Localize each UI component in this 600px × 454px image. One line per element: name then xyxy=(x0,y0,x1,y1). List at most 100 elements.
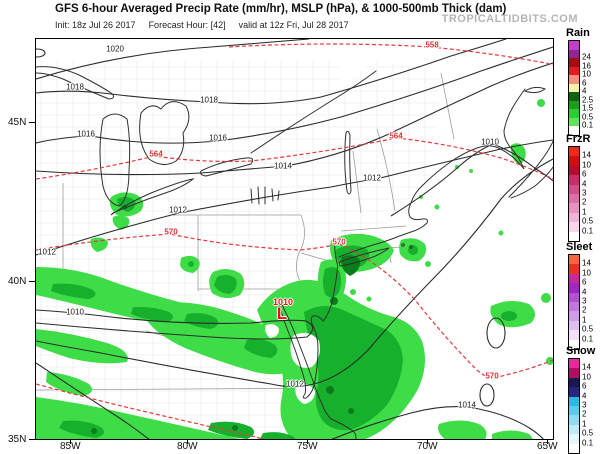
legend-color-segment xyxy=(569,49,579,59)
legend-color-segment xyxy=(569,147,579,157)
legend-color-segment xyxy=(569,75,579,84)
legend-value: 2 xyxy=(582,305,587,315)
thickness-contours xyxy=(36,43,553,439)
legend-value: 2 xyxy=(582,197,587,207)
legend-color-segment xyxy=(569,109,579,118)
legend-color-segment xyxy=(569,424,579,435)
legend-value: 14 xyxy=(582,258,591,268)
legend-color-segment xyxy=(569,255,579,265)
legend-group-frzr: FrzR 14 10 6 4 3 2 1 0.5 0.1 xyxy=(556,133,600,242)
legend-value: 1 xyxy=(582,419,587,429)
legend-color-segment xyxy=(569,405,579,416)
valid-time: valid at 12z Fri, Jul 28 2017 xyxy=(238,20,349,30)
legend-color-segment xyxy=(569,184,579,194)
legend-color-segment xyxy=(569,58,579,67)
legend-title: Sleet xyxy=(566,241,593,253)
legend-colorbar xyxy=(568,146,580,242)
legend-value: 0.5 xyxy=(582,112,594,122)
legend-value: 16 xyxy=(582,61,591,71)
legend-color-segment xyxy=(569,320,579,331)
legend-value: 10 xyxy=(582,160,591,170)
legend-color-segment xyxy=(569,377,579,388)
legend-value: 0.5 xyxy=(582,428,594,438)
legend-color-segment xyxy=(569,212,579,223)
legend-color-segment xyxy=(569,283,579,293)
legend-color-segment xyxy=(569,83,579,93)
legend-value: 0.1 xyxy=(582,226,594,236)
legend-group-snow: Snow 14 10 6 4 3 2 1 0.5 0.1 xyxy=(556,345,600,454)
site-watermark: TROPICALTIDBITS.COM xyxy=(441,13,578,25)
legend-value: 4 xyxy=(582,179,587,189)
legend-color-segment xyxy=(569,339,579,349)
legend-color-segment xyxy=(569,301,579,312)
legend-value: 6 xyxy=(582,381,587,391)
map-svg xyxy=(36,39,553,439)
legend-color-segment xyxy=(569,443,579,453)
legend-value: 14 xyxy=(582,362,591,372)
legend-value: 0.1 xyxy=(582,438,594,448)
legend-value: 14 xyxy=(582,150,591,160)
legend-color-segment xyxy=(569,231,579,241)
legend-value: 6 xyxy=(582,78,587,88)
lon-label: 70W xyxy=(417,441,438,452)
legend-value: 10 xyxy=(582,372,591,382)
legend-color-segment xyxy=(569,203,579,213)
legend-color-segment xyxy=(569,193,579,204)
legend-color-segment xyxy=(569,41,579,50)
legend-value: 3 xyxy=(582,400,587,410)
lon-label: 85W xyxy=(60,441,81,452)
legend-value: 2 xyxy=(582,409,587,419)
legend-color-segment xyxy=(569,66,579,76)
legend-colorbar xyxy=(568,358,580,454)
precip-mid xyxy=(51,196,517,439)
lon-label: 75W xyxy=(297,441,318,452)
lat-label: 35N xyxy=(8,434,27,445)
legend-value: 4 xyxy=(582,391,587,401)
legend-value: 0.1 xyxy=(582,120,594,130)
lon-label: 80W xyxy=(177,441,198,452)
legend-value: 0.1 xyxy=(582,334,594,344)
legend-value: 6 xyxy=(582,277,587,287)
map-canvas xyxy=(35,38,554,440)
legend-color-segment xyxy=(569,264,579,274)
legend-color-segment xyxy=(569,292,579,302)
legend-color-segment xyxy=(569,165,579,176)
legend-value: 10 xyxy=(582,69,591,79)
legend-color-segment xyxy=(569,126,579,135)
legend-value: 6 xyxy=(582,169,587,179)
legend-value: 4 xyxy=(582,86,587,96)
lon-label: 65W xyxy=(537,441,558,452)
legend-value: 1.5 xyxy=(582,103,594,113)
legend-value: 1 xyxy=(582,315,587,325)
legend-color-segment xyxy=(569,330,579,340)
legend-title: Snow xyxy=(566,345,596,357)
legend-group-sleet: Sleet 14 10 6 4 3 2 1 0.5 0.1 xyxy=(556,241,600,350)
legend-color-segment xyxy=(569,100,579,110)
page-title: GFS 6-hour Averaged Precip Rate (mm/hr),… xyxy=(55,3,507,15)
legend-color-segment xyxy=(569,387,579,397)
legend-color-segment xyxy=(569,273,579,284)
legend-value: 1 xyxy=(582,207,587,217)
legend-color-segment xyxy=(569,92,579,101)
legend-colorbar xyxy=(568,40,580,136)
legend-color-segment xyxy=(569,117,579,127)
legend-color-segment xyxy=(569,434,579,444)
legend-color-segment xyxy=(569,359,579,369)
legend-color-segment xyxy=(569,156,579,166)
legend-value: 4 xyxy=(582,287,587,297)
legend-value: 2.5 xyxy=(582,95,594,105)
lat-label: 40N xyxy=(8,276,27,287)
model-run-info: Init: 18z Jul 26 2017 Forecast Hour: [42]… xyxy=(55,20,362,30)
legend-color-segment xyxy=(569,415,579,425)
legend-color-segment xyxy=(569,222,579,232)
legend-title: Rain xyxy=(566,27,590,39)
legend-color-segment xyxy=(569,396,579,406)
legend-value: 3 xyxy=(582,296,587,306)
legend-color-segment xyxy=(569,368,579,378)
legend-value: 0.5 xyxy=(582,216,594,226)
legend-value: 0.5 xyxy=(582,324,594,334)
legend-color-segment xyxy=(569,175,579,185)
lat-label: 45N xyxy=(8,117,27,128)
legend-value: 24 xyxy=(582,52,591,62)
